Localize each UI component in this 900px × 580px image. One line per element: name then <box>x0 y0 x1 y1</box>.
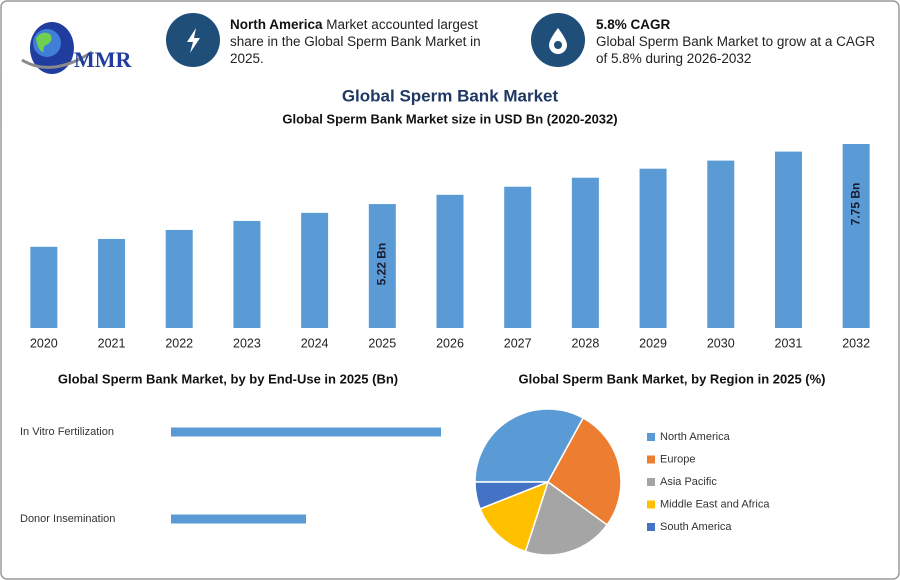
legend-label: South America <box>660 521 732 533</box>
info-card: 5.8% CAGR Global Sperm Bank Market to gr… <box>596 16 886 67</box>
logo: MMR <box>21 22 133 74</box>
x-tick-label: 2027 <box>504 336 532 350</box>
bar <box>639 168 667 328</box>
bar <box>171 514 306 524</box>
pie-slice <box>479 480 550 553</box>
value-label: 7.75 Bn <box>848 183 862 226</box>
main-title: Global Sperm Bank Market <box>342 86 559 105</box>
bar <box>368 204 396 328</box>
bar <box>301 212 329 328</box>
card-highlight: 5.8% CAGR <box>596 17 671 32</box>
legend-label: Middle East and Africa <box>660 498 770 510</box>
bar <box>98 238 126 328</box>
value-label: 5.22 Bn <box>374 243 388 286</box>
bar <box>30 246 58 328</box>
pie-slice <box>524 480 609 556</box>
chart-title: Global Sperm Bank Market size in USD Bn … <box>282 111 617 126</box>
legend-swatch <box>647 478 655 486</box>
legend-label: Asia Pacific <box>660 476 717 488</box>
legend-label: North America <box>660 431 731 443</box>
card-icon <box>531 13 585 67</box>
bar <box>842 144 870 328</box>
x-tick-label: 2029 <box>639 336 667 350</box>
x-tick-label: 2030 <box>707 336 735 350</box>
bar <box>571 177 599 328</box>
legend-label: Europe <box>660 453 695 465</box>
x-tick-label: 2031 <box>775 336 803 350</box>
chart-title: Global Sperm Bank Market, by by End-Use … <box>58 371 398 386</box>
x-tick-label: 2020 <box>30 336 58 350</box>
x-tick-label: 2022 <box>165 336 193 350</box>
category-label: In Vitro Fertilization <box>20 426 114 438</box>
bar <box>165 229 193 328</box>
legend-swatch <box>647 433 655 441</box>
chart-title: Global Sperm Bank Market, by Region in 2… <box>518 371 825 386</box>
pie-slice <box>474 481 549 510</box>
x-tick-label: 2024 <box>301 336 329 350</box>
bar <box>233 220 261 328</box>
x-tick-label: 2025 <box>368 336 396 350</box>
x-tick-label: 2032 <box>842 336 870 350</box>
card-highlight: North America <box>230 17 323 32</box>
bar <box>436 194 464 328</box>
legend-swatch <box>647 523 655 531</box>
x-tick-label: 2021 <box>98 336 126 350</box>
x-tick-label: 2028 <box>571 336 599 350</box>
info-card: North America Market accounted largest s… <box>230 16 510 67</box>
x-tick-label: 2026 <box>436 336 464 350</box>
pie-slice <box>547 417 622 526</box>
legend-swatch <box>647 500 655 509</box>
logo-text: MMR <box>74 47 133 72</box>
card-text: Global Sperm Bank Market to grow at a CA… <box>596 34 876 66</box>
pie-slice <box>474 408 585 483</box>
category-label: Donor Insemination <box>20 513 115 525</box>
bar <box>504 186 532 328</box>
bar <box>171 427 441 437</box>
x-tick-label: 2023 <box>233 336 261 350</box>
legend-swatch <box>647 455 655 464</box>
bar <box>774 151 802 328</box>
card-icon <box>166 13 220 67</box>
card-text: Market accounted largest share in the Gl… <box>230 17 481 66</box>
bar <box>707 160 735 328</box>
